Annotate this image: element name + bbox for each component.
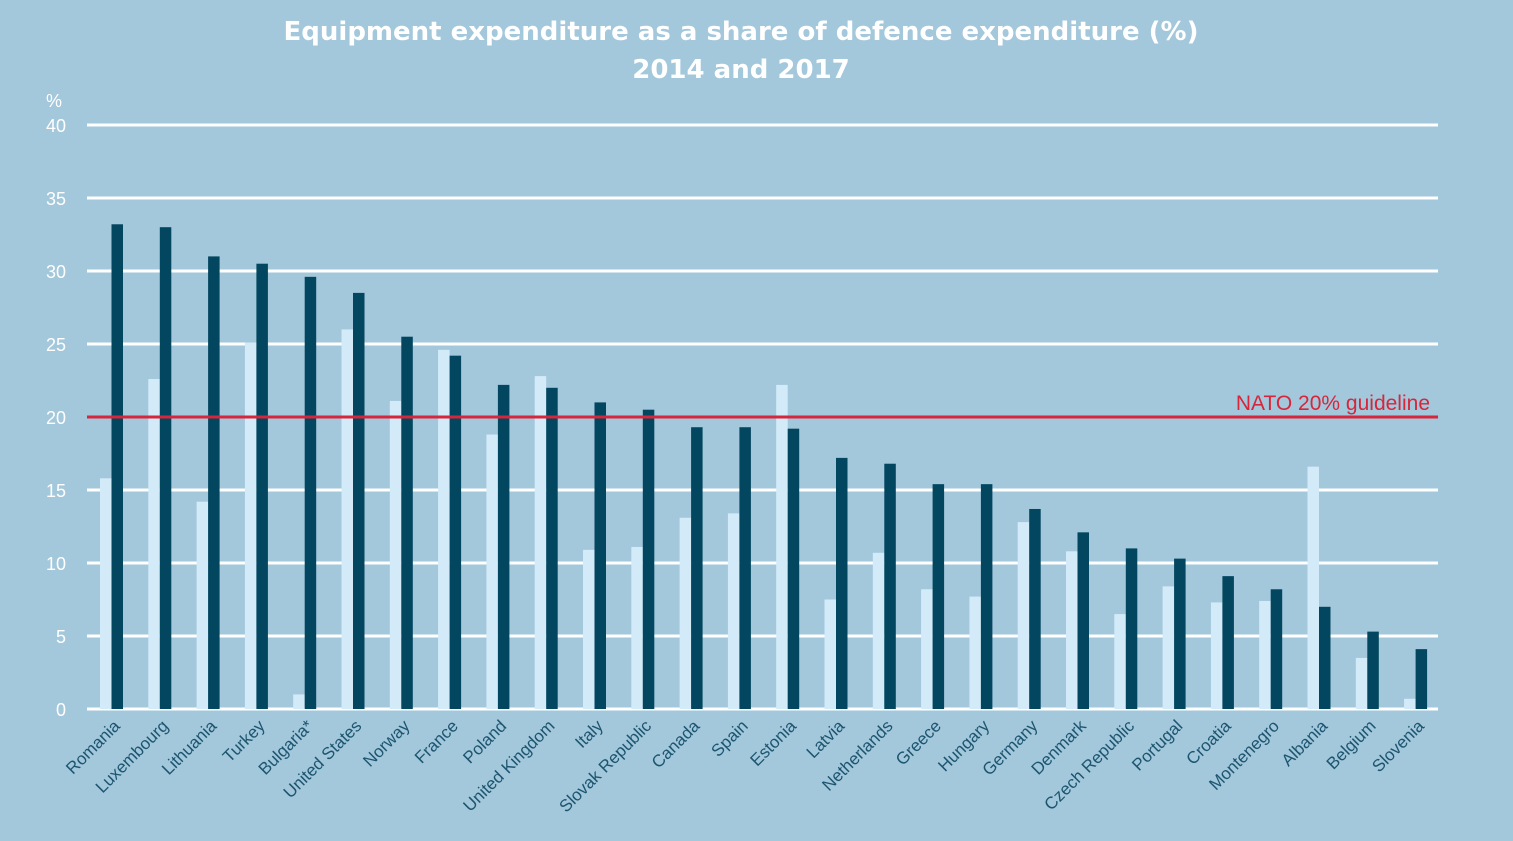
y-tick-label: 40 <box>46 116 66 136</box>
bar-2017 <box>353 292 365 709</box>
bar-2014 <box>196 501 209 709</box>
x-tick-label: Portugal <box>1128 716 1186 774</box>
x-tick-label: United Kingdom <box>460 716 559 815</box>
bar-2014 <box>1355 657 1368 709</box>
bar-2014 <box>824 599 836 709</box>
x-tick-label: Estonia <box>746 716 800 770</box>
chart-title: Equipment expenditure as a share of defe… <box>284 17 1199 47</box>
x-tick-label: Spain <box>708 716 752 760</box>
bar-2017 <box>691 427 703 709</box>
bar-2014 <box>148 379 160 709</box>
bar-2017 <box>1367 631 1379 709</box>
bar-2014 <box>631 546 643 709</box>
bar-2017 <box>159 227 172 709</box>
guideline-group: NATO 20% guideline <box>87 392 1438 419</box>
bar-2014 <box>969 596 981 709</box>
x-tick-label: Czech Republic <box>1041 716 1139 814</box>
bar-2014 <box>921 589 933 709</box>
chart-subtitle: 2014 and 2017 <box>632 55 850 85</box>
bar-2017 <box>1174 558 1186 709</box>
bar-2017 <box>1270 589 1283 709</box>
bar-2014 <box>1307 466 1319 709</box>
bar-2017 <box>304 276 317 709</box>
bar-2017 <box>1077 532 1089 709</box>
bar-2017 <box>594 402 606 709</box>
bar-2017 <box>449 355 462 709</box>
x-tick-label: Canada <box>648 716 704 772</box>
bar-2014 <box>438 349 450 709</box>
x-tick-label: France <box>411 716 462 767</box>
x-tick-label: Norway <box>359 716 414 771</box>
bar-2017 <box>1415 649 1428 709</box>
bar-2014 <box>486 434 498 709</box>
bar-2014 <box>293 694 305 709</box>
bar-2014 <box>100 478 112 709</box>
bar-2014 <box>1259 600 1271 709</box>
bar-2017 <box>642 409 655 709</box>
y-tick-label: 15 <box>46 481 66 501</box>
bar-2014 <box>341 329 353 709</box>
bar-2014 <box>1162 586 1175 709</box>
bar-2017 <box>836 457 848 709</box>
bar-2017 <box>739 427 751 709</box>
bar-2014 <box>679 517 692 709</box>
y-tick-label: 5 <box>56 627 66 647</box>
bar-2017 <box>1029 508 1041 709</box>
y-tick-label: 30 <box>46 262 66 282</box>
bar-2014 <box>872 552 885 709</box>
bar-2014 <box>727 513 740 709</box>
bar-2017 <box>1222 576 1234 709</box>
bar-2017 <box>787 428 800 709</box>
bar-2017 <box>932 484 945 709</box>
bars <box>100 224 1428 709</box>
x-axis-labels: RomaniaLuxembourgLithuaniaTurkeyBulgaria… <box>62 716 1428 816</box>
bar-2014 <box>244 342 257 709</box>
bar-2014 <box>1017 522 1030 709</box>
bar-2014 <box>1066 551 1078 709</box>
bar-2017 <box>546 387 558 709</box>
bar-2017 <box>208 256 220 709</box>
bar-2017 <box>256 263 268 709</box>
bar-2014 <box>1114 614 1126 709</box>
bar-2017 <box>111 224 123 709</box>
y-tick-label: 25 <box>46 335 66 355</box>
x-tick-label: Italy <box>571 716 607 752</box>
nato-guideline-label: NATO 20% guideline <box>1236 392 1430 415</box>
bar-2014 <box>1404 698 1416 709</box>
bar-2014 <box>534 376 547 709</box>
bar-2017 <box>1125 548 1138 709</box>
bar-2014 <box>389 400 402 709</box>
y-axis-ticks: 0 5 10 15 20 25 30 35 40 <box>46 116 66 720</box>
bar-2017 <box>980 484 993 709</box>
y-axis-unit-label: % <box>46 91 62 111</box>
bar-2014 <box>1210 602 1223 709</box>
y-tick-label: 10 <box>46 554 66 574</box>
bar-2014 <box>583 549 595 709</box>
bar-2017 <box>1319 606 1331 709</box>
bar-2014 <box>776 384 788 709</box>
y-tick-label: 35 <box>46 189 66 209</box>
bar-2017 <box>884 463 896 709</box>
bar-2017 <box>401 336 413 709</box>
x-tick-label: Latvia <box>803 716 849 762</box>
y-tick-label: 0 <box>56 700 66 720</box>
y-tick-label: 20 <box>46 408 66 428</box>
x-tick-label: Slovenia <box>1368 716 1428 776</box>
bar-2017 <box>497 384 510 709</box>
